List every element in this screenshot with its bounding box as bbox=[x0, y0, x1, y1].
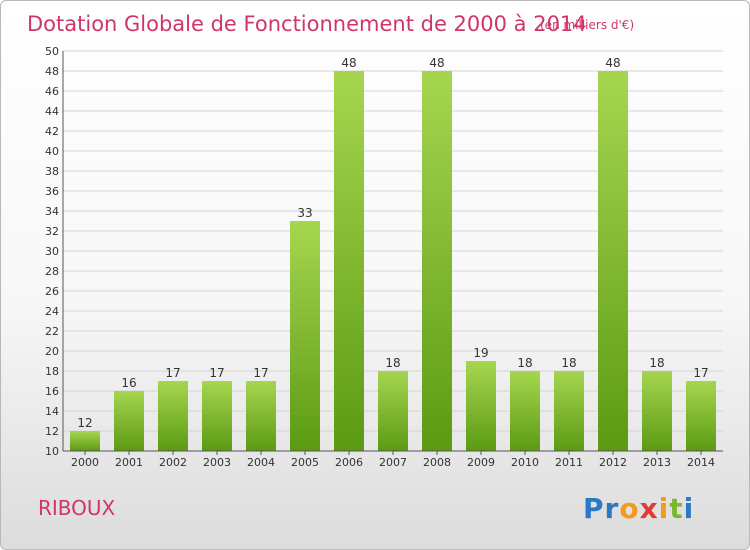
bar-2004 bbox=[246, 381, 276, 451]
x-tick-label: 2000 bbox=[71, 456, 99, 469]
y-tick-label: 26 bbox=[45, 285, 59, 298]
bar-2008 bbox=[422, 71, 452, 451]
data-label: 19 bbox=[473, 346, 488, 360]
bar-2006 bbox=[334, 71, 364, 451]
x-tick-label: 2011 bbox=[555, 456, 583, 469]
bar-2011 bbox=[554, 371, 584, 451]
data-label: 17 bbox=[693, 366, 708, 380]
data-label: 48 bbox=[341, 56, 356, 70]
y-tick-label: 38 bbox=[45, 165, 59, 178]
bar-2005 bbox=[290, 221, 320, 451]
y-tick-label: 14 bbox=[45, 405, 59, 418]
y-tick-label: 20 bbox=[45, 345, 59, 358]
bar-2001 bbox=[114, 391, 144, 451]
x-tick-label: 2014 bbox=[687, 456, 715, 469]
y-tick-label: 42 bbox=[45, 125, 59, 138]
data-label: 48 bbox=[429, 56, 444, 70]
x-tick-label: 2001 bbox=[115, 456, 143, 469]
x-tick-label: 2005 bbox=[291, 456, 319, 469]
data-label: 17 bbox=[209, 366, 224, 380]
y-tick-label: 24 bbox=[45, 305, 59, 318]
data-label: 12 bbox=[77, 416, 92, 430]
data-label: 18 bbox=[385, 356, 400, 370]
bar-2007 bbox=[378, 371, 408, 451]
x-tick-label: 2012 bbox=[599, 456, 627, 469]
labels: 10 12 14 16 18 20 22 24 26 28 30 32 34 36 38 40 42 44 46 48… bbox=[45, 45, 715, 469]
bar-2009 bbox=[466, 361, 496, 451]
bars bbox=[70, 71, 716, 451]
data-label: 17 bbox=[165, 366, 180, 380]
chart-title: Dotation Globale de Fonctionnement de 20… bbox=[27, 12, 587, 36]
axes bbox=[62, 51, 723, 455]
x-tick-label: 2004 bbox=[247, 456, 275, 469]
y-tick-label: 10 bbox=[45, 445, 59, 458]
y-tick-label: 48 bbox=[45, 65, 59, 78]
data-label: 16 bbox=[121, 376, 136, 390]
x-tick-label: 2006 bbox=[335, 456, 363, 469]
x-tick-label: 2008 bbox=[423, 456, 451, 469]
y-tick-label: 34 bbox=[45, 205, 59, 218]
bar-2002 bbox=[158, 381, 188, 451]
data-label: 18 bbox=[517, 356, 532, 370]
bar-2014 bbox=[686, 381, 716, 451]
data-label: 17 bbox=[253, 366, 268, 380]
y-tick-label: 16 bbox=[45, 385, 59, 398]
y-tick-label: 18 bbox=[45, 365, 59, 378]
y-tick-label: 44 bbox=[45, 105, 59, 118]
bar-2010 bbox=[510, 371, 540, 451]
y-tick-label: 36 bbox=[45, 185, 59, 198]
data-label: 48 bbox=[605, 56, 620, 70]
x-tick-label: 2003 bbox=[203, 456, 231, 469]
data-label: 18 bbox=[649, 356, 664, 370]
data-label: 18 bbox=[561, 356, 576, 370]
y-tick-label: 22 bbox=[45, 325, 59, 338]
x-tick-label: 2002 bbox=[159, 456, 187, 469]
y-tick-label: 28 bbox=[45, 265, 59, 278]
proxiti-logo: Proxiti bbox=[583, 492, 694, 525]
bar-2012 bbox=[598, 71, 628, 451]
x-tick-label: 2009 bbox=[467, 456, 495, 469]
y-tick-label: 40 bbox=[45, 145, 59, 158]
commune-name: RIBOUX bbox=[38, 496, 116, 520]
x-tick-label: 2010 bbox=[511, 456, 539, 469]
y-tick-label: 32 bbox=[45, 225, 59, 238]
bar-2013 bbox=[642, 371, 672, 451]
chart-subtitle: (en milliers d'€) bbox=[540, 18, 634, 32]
data-label: 33 bbox=[297, 206, 312, 220]
bar-2003 bbox=[202, 381, 232, 451]
y-tick-label: 12 bbox=[45, 425, 59, 438]
y-tick-label: 50 bbox=[45, 45, 59, 58]
x-tick-label: 2007 bbox=[379, 456, 407, 469]
y-tick-label: 46 bbox=[45, 85, 59, 98]
bar-2000 bbox=[70, 431, 100, 451]
x-tick-label: 2013 bbox=[643, 456, 671, 469]
y-tick-label: 30 bbox=[45, 245, 59, 258]
